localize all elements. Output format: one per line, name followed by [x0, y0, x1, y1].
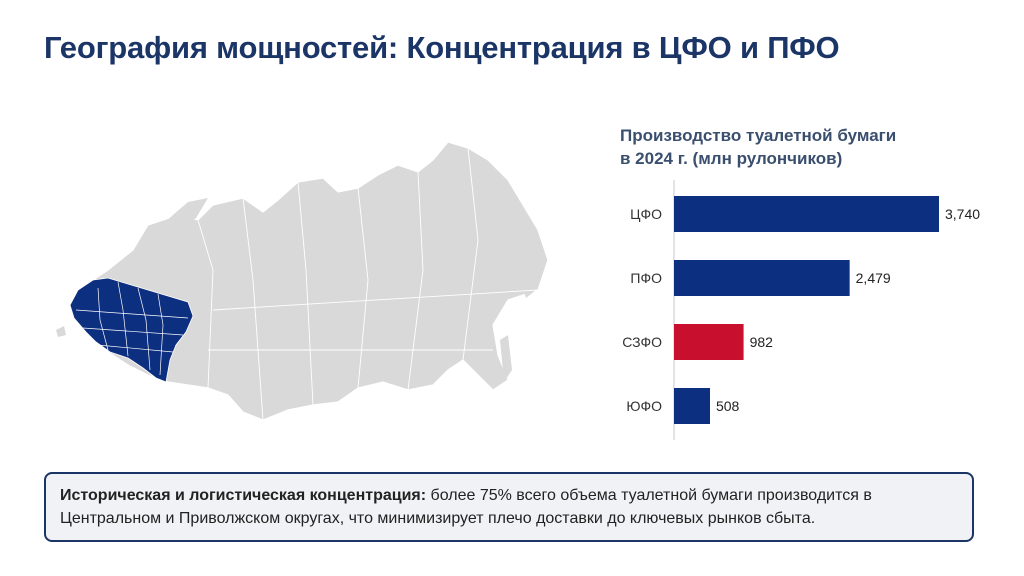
chart-title-line-1: Производство туалетной бумаги — [620, 126, 897, 145]
value-label: 982 — [750, 334, 774, 350]
district-borders — [75, 281, 189, 376]
value-label: 3,740 — [945, 206, 980, 222]
note-bold-text: Историческая и логистическая концентраци… — [60, 487, 427, 504]
cfo-pfo-region — [69, 277, 194, 383]
kamchatka — [516, 240, 543, 298]
chart-title-line-2: в 2024 г. (млн рулончиков) — [620, 149, 843, 168]
value-label: 2,479 — [856, 270, 891, 286]
category-label: ПФО — [630, 270, 662, 286]
page-title: География мощностей: Концентрация в ЦФО … — [44, 30, 840, 65]
category-label: ЮФО — [626, 398, 662, 414]
bar-4 — [674, 388, 710, 424]
chart-title: Производство туалетной бумаги в 2024 г. … — [620, 124, 920, 170]
category-label: СЗФО — [622, 334, 662, 350]
sakhalin — [500, 335, 512, 382]
bar-3 — [674, 324, 744, 360]
kaliningrad — [56, 326, 66, 337]
bar-2 — [674, 260, 850, 296]
info-note: Историческая и логистическая концентраци… — [44, 472, 974, 542]
bar-1 — [674, 196, 939, 232]
russia-map — [56, 141, 549, 421]
bar-chart: ЦФО 3,740 ПФО 2,479 СЗФО 982 ЮФО 508 — [622, 180, 980, 440]
value-label: 508 — [716, 398, 740, 414]
novaya-zemlya — [158, 198, 208, 235]
note-text: более 75% всего объема туалетной бумаги … — [60, 487, 872, 527]
russia-territory — [77, 141, 549, 421]
region-borders — [197, 147, 539, 421]
category-label: ЦФО — [630, 206, 662, 222]
